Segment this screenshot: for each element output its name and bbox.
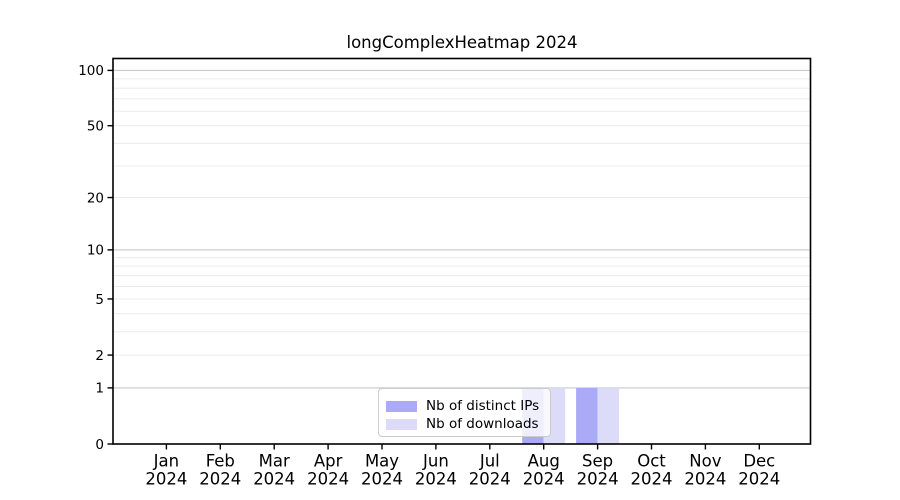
legend-item-downloads: Nb of downloads bbox=[386, 415, 542, 433]
x-tick-year-feb: 2024 bbox=[199, 470, 241, 489]
x-tick-year-nov: 2024 bbox=[684, 470, 726, 489]
downloads-swatch bbox=[386, 418, 417, 430]
x-tick-year-jun: 2024 bbox=[415, 470, 457, 489]
distinct-ips-swatch bbox=[386, 400, 417, 412]
x-tick-label-sep: Sep bbox=[582, 452, 613, 471]
y-tick-label-100: 100 bbox=[78, 63, 104, 79]
y-tick-label-2: 2 bbox=[95, 348, 104, 364]
x-tick-year-jan: 2024 bbox=[145, 470, 187, 489]
x-tick-label-jul: Jul bbox=[479, 452, 500, 471]
x-tick-year-may: 2024 bbox=[361, 470, 403, 489]
axes-spines bbox=[112, 57, 812, 445]
legend-label-distinct-ips: Nb of distinct IPs bbox=[426, 398, 540, 414]
x-tick-year-jul: 2024 bbox=[469, 470, 511, 489]
x-tick-label-jun: Jun bbox=[422, 452, 449, 471]
x-tick-label-jan: Jan bbox=[153, 452, 179, 471]
y-tick-label-50: 50 bbox=[87, 119, 104, 135]
x-tick-label-aug: Aug bbox=[528, 452, 560, 471]
x-tick-label-dec: Dec bbox=[743, 452, 775, 471]
y-tick-label-20: 20 bbox=[87, 190, 104, 206]
x-tick-year-dec: 2024 bbox=[738, 470, 780, 489]
y-tick-label-1: 1 bbox=[95, 381, 104, 397]
legend-item-distinct-ips: Nb of distinct IPs bbox=[386, 397, 542, 415]
x-tick-year-apr: 2024 bbox=[307, 470, 349, 489]
x-tick-year-aug: 2024 bbox=[523, 470, 565, 489]
x-tick-label-mar: Mar bbox=[259, 452, 290, 471]
y-tick-label-0: 0 bbox=[95, 437, 104, 453]
x-tick-year-mar: 2024 bbox=[253, 470, 295, 489]
x-tick-label-oct: Oct bbox=[637, 452, 666, 471]
bar-distinct-ips-sep bbox=[576, 387, 598, 444]
legend: Nb of distinct IPs Nb of downloads bbox=[378, 388, 551, 437]
chart-title: longComplexHeatmap 2024 bbox=[346, 33, 578, 52]
x-tick-label-feb: Feb bbox=[206, 452, 235, 471]
x-tick-label-nov: Nov bbox=[689, 452, 721, 471]
legend-label-downloads: Nb of downloads bbox=[426, 416, 539, 432]
bar-downloads-sep bbox=[597, 387, 620, 444]
x-tick-year-sep: 2024 bbox=[577, 470, 619, 489]
x-tick-label-may: May bbox=[365, 452, 399, 471]
y-tick-label-10: 10 bbox=[87, 243, 104, 259]
x-tick-label-apr: Apr bbox=[314, 452, 343, 471]
y-tick-label-5: 5 bbox=[95, 292, 104, 308]
x-tick-year-oct: 2024 bbox=[631, 470, 673, 489]
